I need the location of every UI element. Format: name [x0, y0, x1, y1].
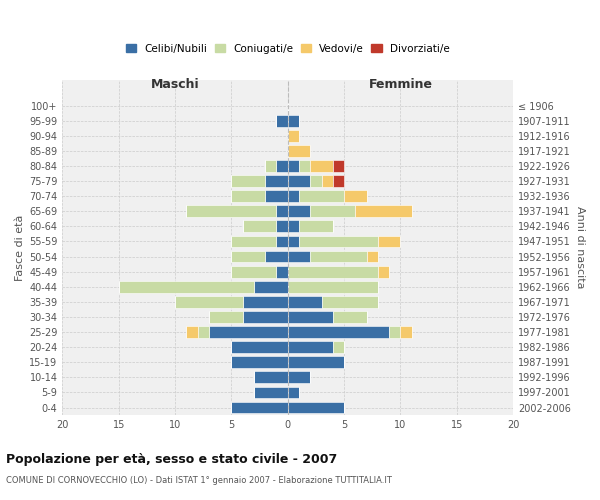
Bar	[288, 326, 389, 338]
Bar	[288, 160, 299, 172]
Bar	[344, 190, 367, 202]
Bar	[288, 145, 310, 156]
Bar	[277, 236, 288, 248]
Bar	[378, 266, 389, 278]
Bar	[322, 175, 333, 187]
Bar	[310, 175, 322, 187]
Bar	[265, 160, 277, 172]
Bar	[254, 372, 288, 384]
Bar	[288, 402, 344, 413]
Text: Maschi: Maschi	[151, 78, 199, 91]
Bar	[378, 236, 400, 248]
Bar	[209, 311, 242, 323]
Bar	[232, 175, 265, 187]
Legend: Celibi/Nubili, Coniugati/e, Vedovi/e, Divorziati/e: Celibi/Nubili, Coniugati/e, Vedovi/e, Di…	[124, 42, 452, 56]
Text: COMUNE DI CORNOVECCHIO (LO) - Dati ISTAT 1° gennaio 2007 - Elaborazione TUTTITAL: COMUNE DI CORNOVECCHIO (LO) - Dati ISTAT…	[6, 476, 392, 485]
Text: Femmine: Femmine	[368, 78, 433, 91]
Bar	[277, 160, 288, 172]
Bar	[288, 281, 378, 292]
Bar	[254, 281, 288, 292]
Bar	[333, 175, 344, 187]
Bar	[288, 220, 299, 232]
Bar	[254, 386, 288, 398]
Bar	[277, 206, 288, 217]
Bar	[232, 342, 288, 353]
Bar	[232, 236, 277, 248]
Bar	[322, 296, 378, 308]
Bar	[265, 250, 288, 262]
Bar	[232, 190, 265, 202]
Bar	[400, 326, 412, 338]
Bar	[299, 190, 344, 202]
Bar	[288, 386, 299, 398]
Bar	[355, 206, 412, 217]
Bar	[175, 296, 242, 308]
Y-axis label: Anni di nascita: Anni di nascita	[575, 206, 585, 288]
Bar	[232, 266, 277, 278]
Bar	[299, 220, 333, 232]
Bar	[277, 266, 288, 278]
Bar	[299, 236, 378, 248]
Bar	[288, 130, 299, 141]
Y-axis label: Fasce di età: Fasce di età	[15, 214, 25, 280]
Text: Popolazione per età, sesso e stato civile - 2007: Popolazione per età, sesso e stato civil…	[6, 452, 337, 466]
Bar	[333, 342, 344, 353]
Bar	[367, 250, 378, 262]
Bar	[197, 326, 209, 338]
Bar	[265, 175, 288, 187]
Bar	[288, 114, 299, 126]
Bar	[288, 250, 310, 262]
Bar	[187, 326, 197, 338]
Bar	[288, 372, 310, 384]
Bar	[277, 114, 288, 126]
Bar	[209, 326, 288, 338]
Bar	[232, 402, 288, 413]
Bar	[299, 160, 310, 172]
Bar	[288, 266, 378, 278]
Bar	[288, 175, 310, 187]
Bar	[288, 236, 299, 248]
Bar	[288, 296, 322, 308]
Bar	[242, 311, 288, 323]
Bar	[389, 326, 400, 338]
Bar	[242, 296, 288, 308]
Bar	[333, 160, 344, 172]
Bar	[232, 250, 265, 262]
Bar	[310, 250, 367, 262]
Bar	[288, 356, 344, 368]
Bar	[265, 190, 288, 202]
Bar	[333, 311, 367, 323]
Bar	[232, 356, 288, 368]
Bar	[288, 190, 299, 202]
Bar	[187, 206, 277, 217]
Bar	[310, 206, 355, 217]
Bar	[288, 206, 310, 217]
Bar	[310, 160, 333, 172]
Bar	[288, 311, 333, 323]
Bar	[242, 220, 277, 232]
Bar	[119, 281, 254, 292]
Bar	[288, 342, 333, 353]
Bar	[277, 220, 288, 232]
